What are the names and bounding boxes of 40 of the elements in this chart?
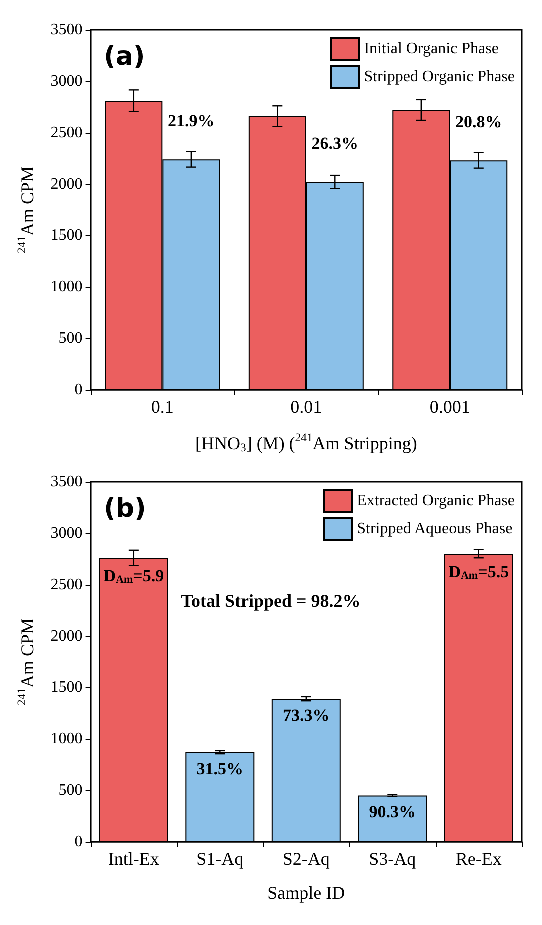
- y-axis-title: 241Am CPM: [16, 618, 38, 706]
- y-axis-title: 241Am CPM: [16, 166, 38, 254]
- x-tick-label: 0.1: [151, 397, 174, 417]
- y-tick-label: 2000: [50, 628, 83, 645]
- annotation: 20.8%: [456, 112, 502, 132]
- x-tick-label: Intl-Ex: [108, 849, 160, 869]
- annotation: (b): [104, 494, 146, 524]
- annotation: 90.3%: [369, 802, 416, 822]
- annotation: (a): [104, 42, 146, 72]
- x-tick-label: S2-Aq: [282, 849, 330, 869]
- y-tick-label: 0: [74, 382, 83, 398]
- annotation: 73.3%: [283, 706, 330, 726]
- legend-label: Stripped Organic Phase: [364, 68, 516, 86]
- annotation: 21.9%: [168, 112, 215, 131]
- y-tick-label: 3500: [50, 474, 83, 490]
- annotation: 31.5%: [196, 760, 244, 779]
- legend-label: Initial Organic Phase: [364, 40, 499, 58]
- y-tick-label: 1500: [50, 679, 83, 696]
- y-tick-label: 3000: [50, 72, 83, 90]
- y-tick-label: 2500: [50, 124, 83, 142]
- y-tick-label: 2500: [50, 576, 83, 594]
- legend-label: Stripped Aqueous Phase: [357, 520, 513, 538]
- x-axis-title: Sample ID: [268, 883, 346, 903]
- y-tick-label: 500: [58, 782, 83, 800]
- y-tick-label: 1000: [50, 278, 83, 296]
- x-tick-label: S1-Aq: [196, 849, 244, 869]
- annotation: Total Stripped = 98.2%: [181, 591, 361, 611]
- x-tick-label: 0.01: [290, 397, 322, 417]
- y-tick-label: 500: [58, 330, 83, 348]
- y-tick-label: 1500: [50, 227, 83, 244]
- y-tick-label: 1000: [50, 730, 83, 748]
- y-tick-label: 0: [74, 834, 83, 850]
- annotation: 26.3%: [312, 134, 359, 154]
- y-tick-label: 3500: [50, 22, 83, 38]
- legend-label: Extracted Organic Phase: [357, 492, 516, 510]
- y-tick-label: 3000: [50, 524, 83, 542]
- x-tick-label: S3-Aq: [369, 849, 416, 869]
- x-tick-label: Re-Ex: [456, 849, 502, 869]
- x-tick-label: 0.001: [430, 397, 470, 417]
- y-tick-label: 2000: [50, 176, 83, 193]
